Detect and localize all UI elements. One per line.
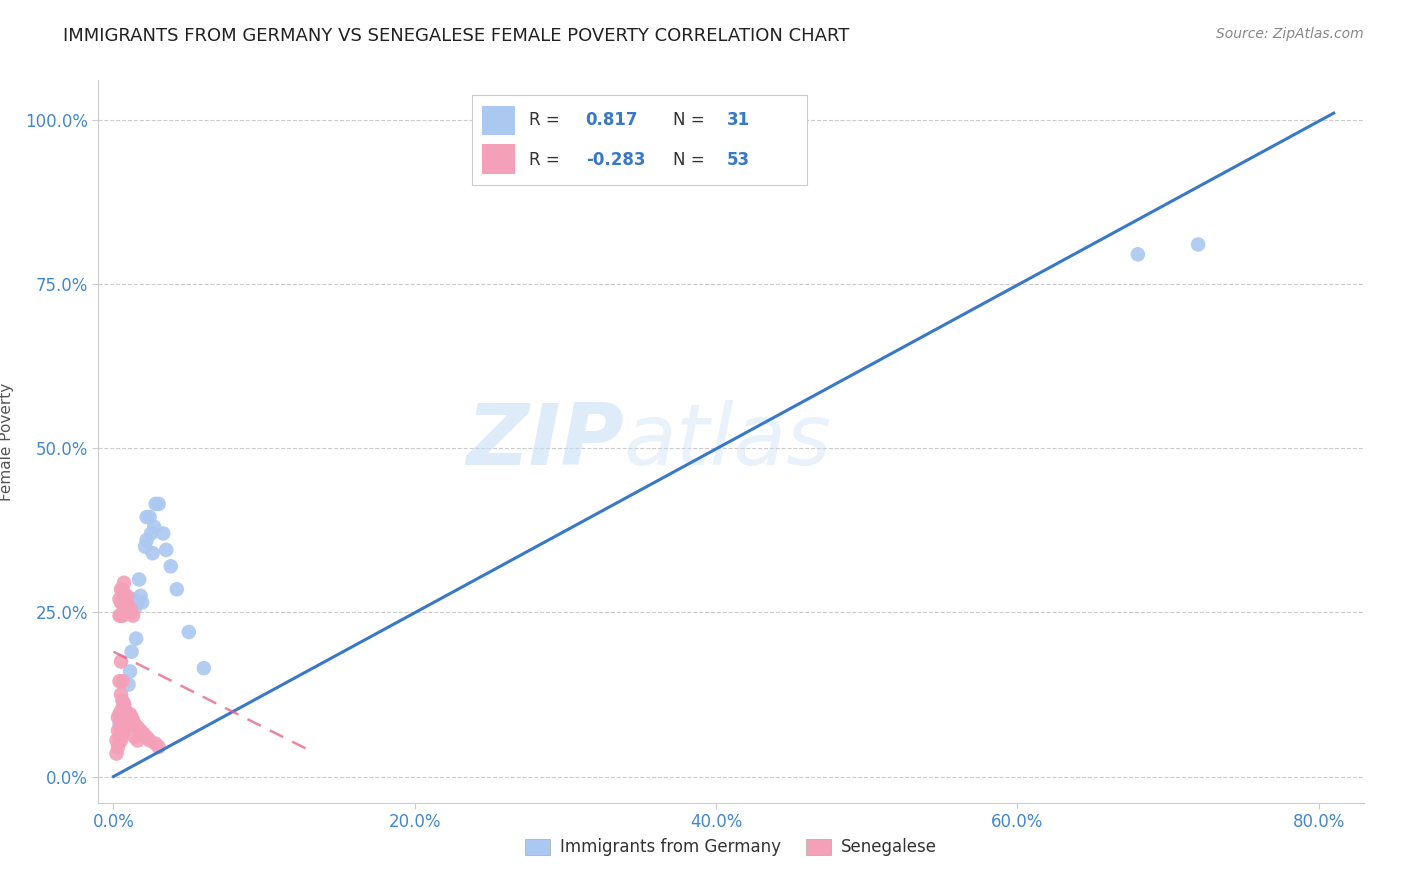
Point xyxy=(112,698,135,712)
Point xyxy=(124,717,146,731)
Point xyxy=(111,608,134,623)
Point xyxy=(115,589,138,603)
Point xyxy=(110,720,132,734)
Point xyxy=(148,739,170,754)
Point xyxy=(135,510,157,524)
Text: IMMIGRANTS FROM GERMANY VS SENEGALESE FEMALE POVERTY CORRELATION CHART: IMMIGRANTS FROM GERMANY VS SENEGALESE FE… xyxy=(63,27,849,45)
Point xyxy=(110,595,132,609)
Point xyxy=(117,714,139,728)
Point xyxy=(121,645,143,659)
Point xyxy=(110,704,132,718)
Point xyxy=(152,526,174,541)
Point xyxy=(121,605,143,619)
Point xyxy=(108,730,131,744)
Point xyxy=(121,710,143,724)
Point xyxy=(110,687,132,701)
Point xyxy=(135,533,157,547)
Point xyxy=(108,717,131,731)
Point xyxy=(111,694,134,708)
Point xyxy=(110,608,132,623)
Point xyxy=(124,602,146,616)
Point xyxy=(177,625,200,640)
Point xyxy=(135,730,157,744)
Point xyxy=(112,589,135,603)
Point xyxy=(132,727,155,741)
Point xyxy=(122,608,145,623)
Point xyxy=(111,595,134,609)
Point xyxy=(107,710,129,724)
Point xyxy=(115,717,138,731)
Point xyxy=(124,730,146,744)
Text: ZIP: ZIP xyxy=(465,400,623,483)
Point xyxy=(114,720,136,734)
Point xyxy=(110,655,132,669)
Point xyxy=(111,710,134,724)
Point xyxy=(115,714,138,728)
Point xyxy=(114,704,136,718)
Point xyxy=(145,737,167,751)
Point xyxy=(134,540,156,554)
Text: atlas: atlas xyxy=(623,400,831,483)
Point xyxy=(110,582,132,597)
Point xyxy=(107,739,129,754)
Point xyxy=(120,707,141,722)
Point xyxy=(120,665,141,679)
Point xyxy=(145,497,167,511)
Point xyxy=(138,733,160,747)
Point xyxy=(1187,237,1209,252)
Point xyxy=(105,747,128,761)
Point xyxy=(148,497,170,511)
Point xyxy=(122,592,145,607)
Point xyxy=(111,582,134,597)
Point xyxy=(111,704,134,718)
Point xyxy=(120,602,141,616)
Point xyxy=(138,510,160,524)
Point xyxy=(108,707,131,722)
Point xyxy=(110,733,132,747)
Point xyxy=(114,595,136,609)
Y-axis label: Female Poverty: Female Poverty xyxy=(0,383,14,500)
Point xyxy=(111,727,134,741)
Point xyxy=(131,595,153,609)
Point xyxy=(117,677,139,691)
Legend: Immigrants from Germany, Senegalese: Immigrants from Germany, Senegalese xyxy=(519,831,943,863)
Text: Source: ZipAtlas.com: Source: ZipAtlas.com xyxy=(1216,27,1364,41)
Point xyxy=(143,520,166,534)
Point xyxy=(112,575,135,590)
Point xyxy=(122,714,145,728)
Point xyxy=(141,526,163,541)
Point xyxy=(127,595,149,609)
Point xyxy=(166,582,188,597)
Point xyxy=(111,674,134,689)
Point xyxy=(155,542,177,557)
Point xyxy=(112,698,135,712)
Point xyxy=(112,602,135,616)
Point xyxy=(1126,247,1149,261)
Point xyxy=(108,608,131,623)
Point xyxy=(127,720,149,734)
Point xyxy=(108,674,131,689)
Point xyxy=(128,573,150,587)
Point xyxy=(129,589,152,603)
Point xyxy=(127,733,149,747)
Point xyxy=(129,723,152,738)
Point xyxy=(159,559,181,574)
Point xyxy=(112,723,135,738)
Point xyxy=(108,592,131,607)
Point xyxy=(117,599,139,613)
Point xyxy=(193,661,215,675)
Point xyxy=(107,723,129,738)
Point xyxy=(125,632,148,646)
Point xyxy=(105,733,128,747)
Point xyxy=(142,546,165,560)
